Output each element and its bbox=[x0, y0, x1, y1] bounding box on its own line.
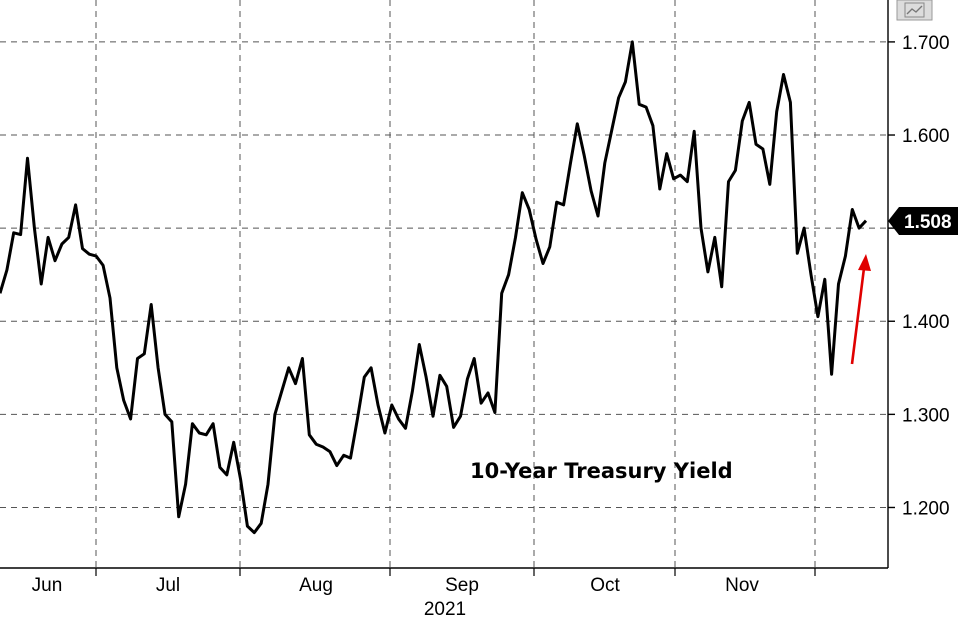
x-tick-label: Jun bbox=[32, 575, 63, 596]
x-tick-label: Sep bbox=[445, 575, 479, 596]
grid bbox=[0, 0, 888, 568]
up-arrow bbox=[850, 254, 871, 365]
series-annotation: 10-Year Treasury Yield bbox=[470, 459, 733, 483]
year-label: 2021 bbox=[424, 599, 466, 620]
last-value-badge: 1.508 bbox=[888, 207, 958, 235]
y-tick-label: 1.600 bbox=[902, 126, 950, 147]
x-tick-label: Nov bbox=[725, 575, 759, 596]
x-tick-label: Oct bbox=[590, 575, 620, 596]
x-tick-label: Aug bbox=[299, 575, 333, 596]
yield-series-line bbox=[0, 40, 868, 535]
y-tick-label: 1.200 bbox=[902, 498, 950, 519]
y-tick-label: 1.300 bbox=[902, 405, 950, 426]
series-line-group bbox=[0, 40, 868, 535]
chart-toggle-icon[interactable] bbox=[896, 0, 933, 21]
y-tick-label: 1.400 bbox=[902, 312, 950, 333]
axis: 1.700 1.600 1.400 1.300 1.200 Jun Jul Aug Sep Oct… bbox=[0, 0, 950, 596]
last-value-label: 1.508 bbox=[904, 212, 952, 233]
y-tick-label: 1.700 bbox=[902, 33, 950, 54]
x-tick-label: Jul bbox=[156, 575, 180, 596]
